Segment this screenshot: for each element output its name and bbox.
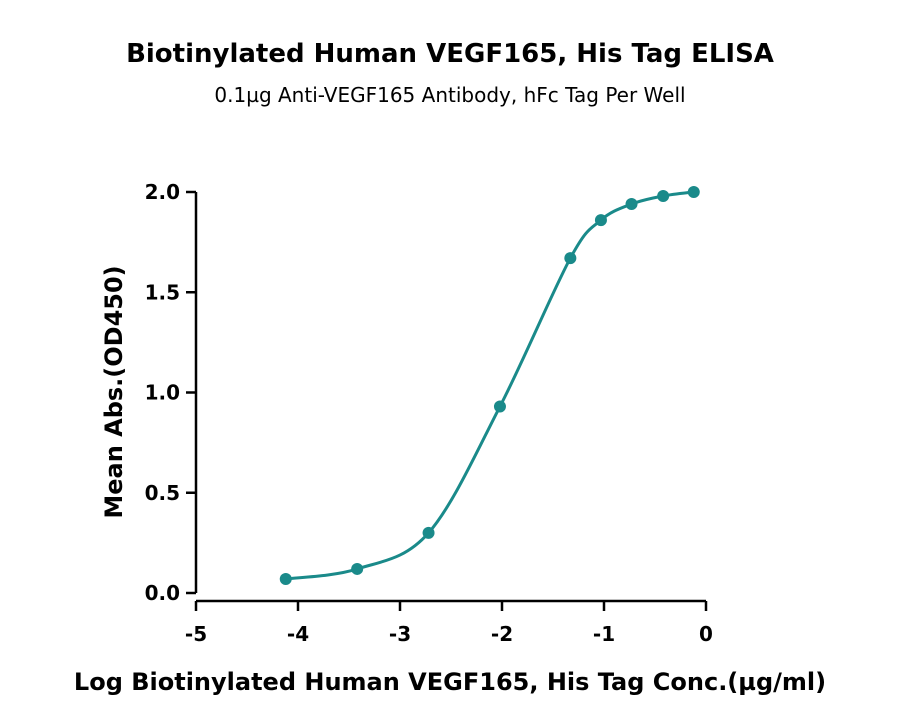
y-axis: 0.0 0.5 1.0 1.5 2.0 [145,180,198,605]
x-tick-label: -4 [287,622,309,646]
x-tick-label: -3 [389,622,411,646]
data-point [564,252,577,265]
x-tick-label: -5 [185,622,207,646]
data-point [594,214,607,227]
data-point [625,198,638,211]
x-axis: -5 -4 -3 -2 -1 0 [185,599,713,646]
y-tick-label: 2.0 [145,180,180,204]
y-tick-label: 1.0 [145,381,180,405]
data-point [279,572,292,585]
fit-curve [285,190,694,581]
data-point [493,400,506,413]
y-tick-label: 1.5 [145,280,180,304]
data-point [422,526,435,539]
data-point [657,190,670,203]
chart-title: Biotinylated Human VEGF165, His Tag ELIS… [126,39,774,69]
y-tick-label: 0.5 [145,481,180,505]
x-tick-label: -1 [593,622,615,646]
y-axis-label: Mean Abs.(OD450) [100,265,128,518]
chart-subtitle: 0.1µg Anti-VEGF165 Antibody, hFc Tag Per… [214,83,685,107]
x-tick-label: -2 [491,622,513,646]
data-point [687,186,700,198]
y-tick-label: 0.0 [145,581,180,605]
x-tick-label: 0 [699,622,713,646]
x-axis-label: Log Biotinylated Human VEGF165, His Tag … [74,668,826,696]
data-point [351,562,364,575]
data-points [279,186,700,585]
